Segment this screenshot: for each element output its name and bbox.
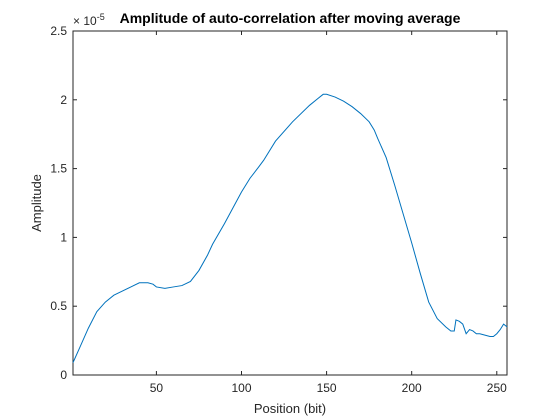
y-axis-exponent-base: × 10 [73, 14, 97, 28]
y-axis-exponent: × 10-5 [73, 12, 105, 28]
y-axis-label: Amplitude [29, 174, 44, 232]
x-tick-label: 50 [150, 381, 164, 395]
y-tick-label: 2 [60, 93, 67, 107]
y-tick-label: 2.5 [50, 24, 67, 38]
y-ticks: 0 0.5 1 1.5 2 2.5 [50, 24, 507, 382]
chart-title: Amplitude of auto-correlation after movi… [120, 10, 461, 26]
series-line [72, 93, 508, 363]
x-tick-label: 200 [402, 381, 422, 395]
x-tick-label: 150 [317, 381, 337, 395]
x-ticks: 50 100 150 200 250 [150, 31, 507, 395]
y-tick-label: 1.5 [50, 162, 67, 176]
y-axis-exponent-power: -5 [97, 12, 105, 22]
y-tick-label: 0 [60, 368, 67, 382]
x-tick-label: 250 [487, 381, 507, 395]
axes-box [72, 30, 508, 376]
y-tick-label: 0.5 [50, 299, 67, 313]
x-axis-label: Position (bit) [254, 401, 326, 416]
x-tick-label: 100 [231, 381, 251, 395]
y-tick-label: 1 [60, 230, 67, 244]
plot-area: 50 100 150 200 250 0 0.5 1 1.5 2 2.5 [50, 24, 508, 395]
